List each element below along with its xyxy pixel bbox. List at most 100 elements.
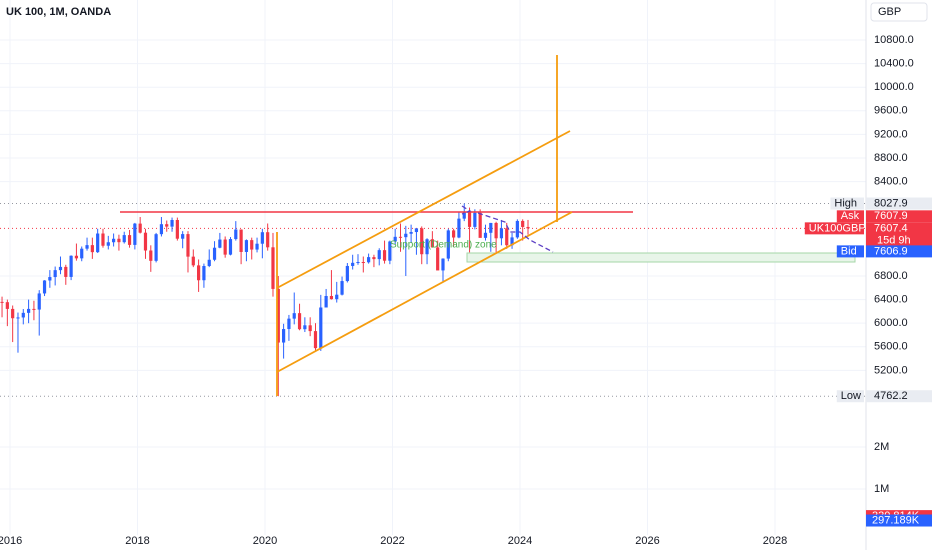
candle-body <box>101 233 105 246</box>
price-badge-name: Ask <box>841 210 860 222</box>
candle-body <box>308 325 312 332</box>
candle-body <box>473 212 477 227</box>
channel-upper <box>276 130 571 289</box>
candle-body <box>271 247 275 289</box>
candle-body <box>297 313 302 330</box>
x-tick-label: 2022 <box>380 535 404 547</box>
candle-body <box>430 239 434 248</box>
candle-body <box>303 325 307 330</box>
x-tick-label: 2016 <box>0 535 22 547</box>
candle-body <box>154 234 158 261</box>
candle-body <box>127 235 132 245</box>
candle-body <box>361 262 365 264</box>
price-badge-value: 4762.2 <box>874 390 908 402</box>
price-badge <box>866 390 932 403</box>
candle-body <box>239 229 243 252</box>
y-tick-label: 10000.0 <box>874 81 914 93</box>
candle-body <box>255 243 259 250</box>
candle-body <box>85 245 89 249</box>
x-tick-label: 2024 <box>508 535 532 547</box>
candle-body <box>313 331 318 349</box>
candle-body <box>483 232 488 238</box>
candle-body <box>96 233 100 253</box>
x-tick-label: 2020 <box>253 535 277 547</box>
candle-body <box>133 223 137 245</box>
candle-body <box>212 247 217 260</box>
candle-body <box>207 259 211 267</box>
candle-body <box>16 317 20 319</box>
y-tick-label: 10800.0 <box>874 34 914 46</box>
candle-body <box>223 239 227 255</box>
price-badge-name-bg <box>836 390 864 403</box>
candle-body <box>175 220 179 239</box>
pattern-line <box>477 212 554 253</box>
y-tick-label: 5600.0 <box>874 341 908 353</box>
price-badge <box>866 222 932 247</box>
y-tick-label: 6800.0 <box>874 270 908 282</box>
pattern-line <box>461 205 472 215</box>
candle-body <box>425 239 429 255</box>
y-tick-label: 6400.0 <box>874 293 908 305</box>
candle-body <box>74 255 79 259</box>
candle-body <box>159 224 164 235</box>
candle-body <box>372 257 376 260</box>
chart-title: UK 100, 1M, OANDA <box>6 6 111 18</box>
candle-body <box>122 235 126 243</box>
candle-body <box>441 258 445 271</box>
price-badge-value: 7607.9 <box>874 210 908 222</box>
candle-body <box>165 224 169 227</box>
x-tick-label: 2026 <box>635 535 659 547</box>
price-badge-value: 8027.9 <box>874 197 908 209</box>
price-badge-name: Low <box>841 390 861 402</box>
candle-body <box>64 266 68 277</box>
candle-body <box>90 245 94 253</box>
candle-body <box>276 288 280 343</box>
candle-body <box>106 242 110 246</box>
candle-body <box>21 312 25 318</box>
candle-body <box>505 228 509 246</box>
candle-body <box>197 265 201 281</box>
candle-body <box>452 230 456 238</box>
candle-body <box>382 250 387 261</box>
candle-body <box>218 239 222 248</box>
candle-body <box>335 294 339 300</box>
candle-body <box>462 212 466 219</box>
candle-body <box>138 223 142 233</box>
candle-body <box>143 232 148 251</box>
channel <box>276 55 573 396</box>
price-badge <box>866 210 932 223</box>
annotation: Support (Demand) zone <box>390 240 497 251</box>
x-tick-label: 2028 <box>763 535 787 547</box>
currency-button[interactable] <box>870 2 928 22</box>
y-tick-label: 8400.0 <box>874 175 908 187</box>
volume-badge-label: 297.189K <box>872 514 920 526</box>
candle-body <box>228 239 233 255</box>
candle-body <box>510 237 514 246</box>
candle-body <box>489 222 493 233</box>
channel-lower <box>276 211 573 373</box>
candle-body <box>356 262 360 264</box>
candle-body <box>250 240 254 250</box>
candle-body <box>351 262 355 266</box>
candle-body <box>191 256 195 266</box>
candle-body <box>260 232 264 244</box>
candle-body <box>170 220 174 227</box>
price-badge <box>866 197 932 210</box>
candle-body <box>436 247 440 271</box>
candle-body <box>11 308 15 319</box>
candle-body <box>27 308 31 313</box>
candle-body <box>53 270 57 278</box>
grid <box>0 0 866 535</box>
candle-body <box>186 234 190 257</box>
currency[interactable]: GBP <box>878 6 901 18</box>
price-badge-value: 7607.4 <box>874 222 908 234</box>
candle-body <box>414 228 419 233</box>
price-badge-name-bg <box>836 245 864 258</box>
candle-body <box>80 248 84 259</box>
candle-body <box>446 230 450 259</box>
candle-body <box>149 250 153 261</box>
candle-body <box>287 318 291 330</box>
y-tick-label: 5200.0 <box>874 364 908 376</box>
